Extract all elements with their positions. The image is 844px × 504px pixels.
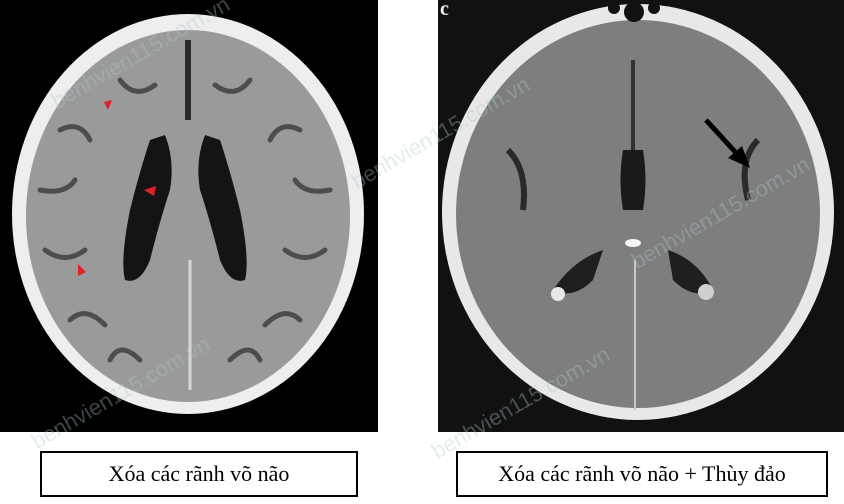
panel-letter-c: c <box>440 0 449 20</box>
ventricle-left-2 <box>198 135 247 281</box>
arrow-shaft <box>704 118 740 157</box>
ct-scan-right: c <box>438 0 844 432</box>
brain-right <box>456 20 820 408</box>
caption-right: Xóa các rãnh võ não + Thùy đảo <box>456 451 828 497</box>
arrowhead-2 <box>144 186 156 196</box>
arrow-head <box>728 146 750 168</box>
brain-left <box>26 30 350 402</box>
ventricle-left-1 <box>123 135 172 281</box>
caption-left: Xóa các rãnh võ não <box>40 451 358 497</box>
ct-image-right <box>438 0 844 432</box>
ct-image-left <box>0 0 378 432</box>
arrowhead-1 <box>104 100 112 110</box>
ct-scan-left <box>0 0 378 432</box>
arrowhead-3 <box>78 264 86 276</box>
